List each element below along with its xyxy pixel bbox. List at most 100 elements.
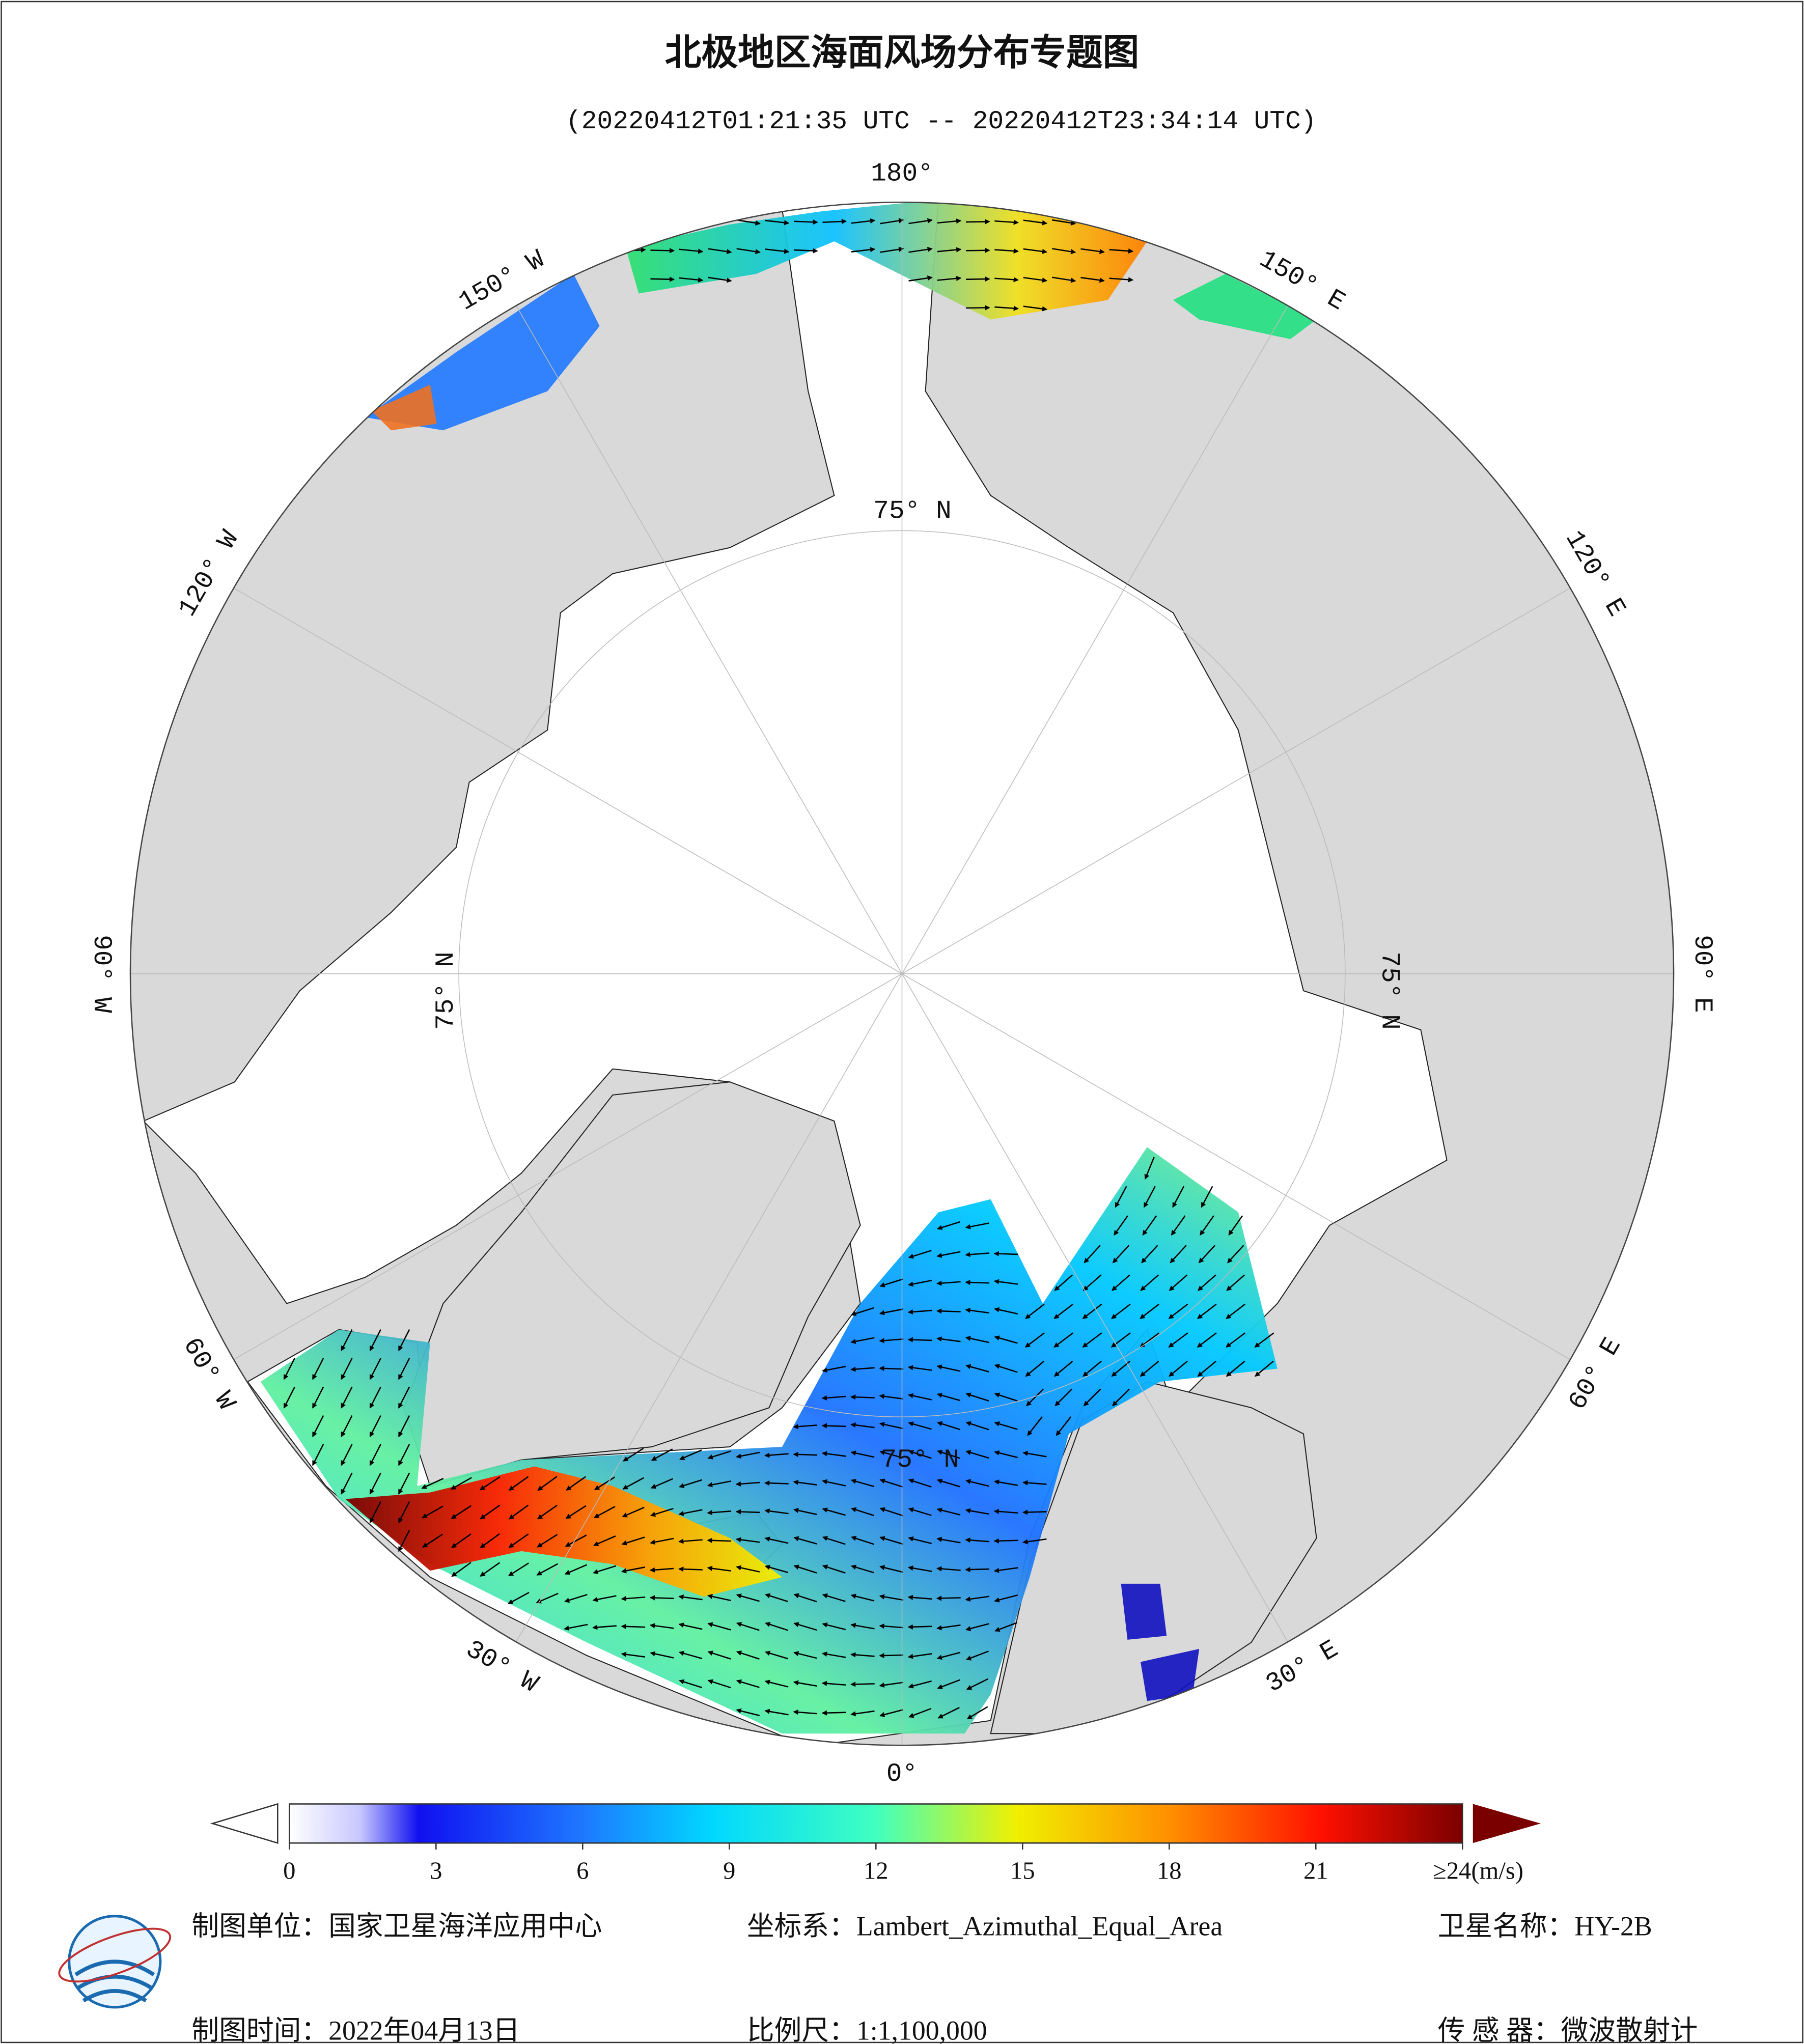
wind-arrow [621, 1623, 646, 1629]
wind-arrow [422, 1505, 443, 1519]
wind-arrow [707, 1593, 731, 1602]
wind-arrow [793, 1507, 817, 1516]
colorbar-tick-label: 12 [864, 1857, 889, 1884]
wind-arrow [879, 1623, 904, 1629]
wind-arrow [908, 1680, 932, 1689]
wind-arrow [966, 1706, 988, 1720]
wind-arrow [879, 1536, 903, 1545]
wind-arrow [621, 1566, 646, 1574]
wind-arrow [1142, 1215, 1157, 1236]
wind-arrow [564, 1623, 588, 1631]
wind-arrow [793, 248, 818, 254]
parallel-label: 75° N [431, 951, 461, 1030]
wind-arrow [736, 1593, 760, 1602]
wind-arrow [479, 1476, 501, 1491]
wind-arrow [736, 219, 761, 226]
wind-arrow [1226, 1274, 1245, 1291]
wind-arrow [765, 1650, 789, 1660]
wind-arrow [537, 1533, 558, 1548]
wind-arrow [1197, 1303, 1217, 1319]
wind-arrow [1228, 1215, 1243, 1236]
meridian-label: 90° W [87, 935, 116, 1013]
wind-arrow [537, 1504, 558, 1520]
parallel-label: 75° N [873, 497, 952, 526]
wind-arrow [937, 1221, 961, 1230]
wind-arrow [850, 1337, 875, 1344]
wind-arrow [1080, 276, 1105, 283]
wind-arrow [1170, 1245, 1187, 1264]
wind-arrow [822, 1622, 846, 1631]
meridian [233, 587, 902, 974]
wind-arrow [908, 275, 933, 282]
wind-arrow [793, 1651, 817, 1659]
wind-arrow [1255, 1360, 1274, 1377]
wind-arrow [851, 1536, 875, 1545]
wind-arrow [822, 1593, 846, 1602]
wind-arrow [879, 1422, 903, 1430]
wind-arrow [537, 1476, 558, 1491]
wind-arrow [1054, 1274, 1073, 1291]
wind-arrow [907, 1565, 932, 1572]
logo [58, 1915, 172, 2009]
wind-arrow [1172, 1186, 1185, 1208]
wind-arrow [593, 1535, 616, 1546]
wind-arrow [908, 246, 933, 253]
wind-arrow [965, 1252, 990, 1257]
wind-arrow [793, 1536, 817, 1545]
wind-arrow [398, 1444, 410, 1466]
wind-arrow [1226, 1303, 1245, 1319]
wind-arrow [936, 1336, 961, 1342]
wind-arrow [650, 1507, 674, 1517]
subtitle: (20220412T01:21:35 UTC -- 20220412T23:34… [566, 107, 1316, 136]
wind-arrow [398, 1329, 410, 1352]
wind-arrow [1051, 248, 1076, 255]
wind-arrow [312, 1386, 324, 1409]
wind-arrow [879, 1308, 903, 1315]
wind-arrow [341, 1386, 353, 1409]
wind-arrow [936, 1364, 961, 1372]
wind-arrow [679, 248, 704, 254]
wind-arrow [765, 1621, 789, 1631]
wind-arrow [1026, 1388, 1044, 1407]
wind-arrow [908, 1536, 932, 1545]
wind-arrow [1200, 1215, 1214, 1236]
wind-arrow [965, 1623, 989, 1631]
wind-arrow [1051, 276, 1076, 283]
wind-arrow [341, 1472, 353, 1495]
wind-arrow [1056, 1416, 1072, 1436]
footer-unit: 制图单位：国家卫星海洋应用中心 [191, 1911, 602, 1942]
wind-arrow [937, 1706, 960, 1719]
wind-arrow [421, 1477, 444, 1489]
meridian-label: 0° [886, 1759, 918, 1789]
wind-arrow [908, 218, 933, 225]
wind-arrow [908, 1393, 932, 1401]
wind-arrow [965, 219, 990, 225]
wind-arrow [1226, 1332, 1246, 1348]
wind-arrow [822, 1365, 846, 1373]
wind-arrow [1168, 1303, 1188, 1319]
wind-arrow [678, 1509, 703, 1516]
wind-arrow [650, 1478, 674, 1489]
wind-arrow [1083, 1274, 1102, 1291]
wind-arrow [879, 1450, 903, 1459]
wind-arrow [621, 1651, 646, 1658]
wind-arrow [707, 1679, 731, 1689]
wind-arrow [879, 1365, 904, 1371]
wind-arrow [1024, 1332, 1045, 1348]
wind-arrow [564, 1593, 588, 1603]
wind-arrow [736, 1622, 760, 1631]
wind-arrow [822, 1536, 846, 1545]
wind-arrow [993, 1567, 1018, 1573]
wind-arrow [1169, 1360, 1188, 1377]
wind-arrow [1111, 1332, 1131, 1348]
wind-arrow [936, 1536, 961, 1544]
parallel [458, 530, 1346, 1417]
wind-arrow [879, 1393, 904, 1400]
wind-arrow [1053, 1303, 1073, 1319]
wind-arrow [679, 1679, 703, 1689]
wind-arrow [1111, 1303, 1131, 1319]
wind-arrow [937, 1679, 960, 1689]
colorbar-over [1473, 1804, 1541, 1843]
wind-arrow [508, 1533, 529, 1548]
wind-arrow [994, 248, 1019, 254]
